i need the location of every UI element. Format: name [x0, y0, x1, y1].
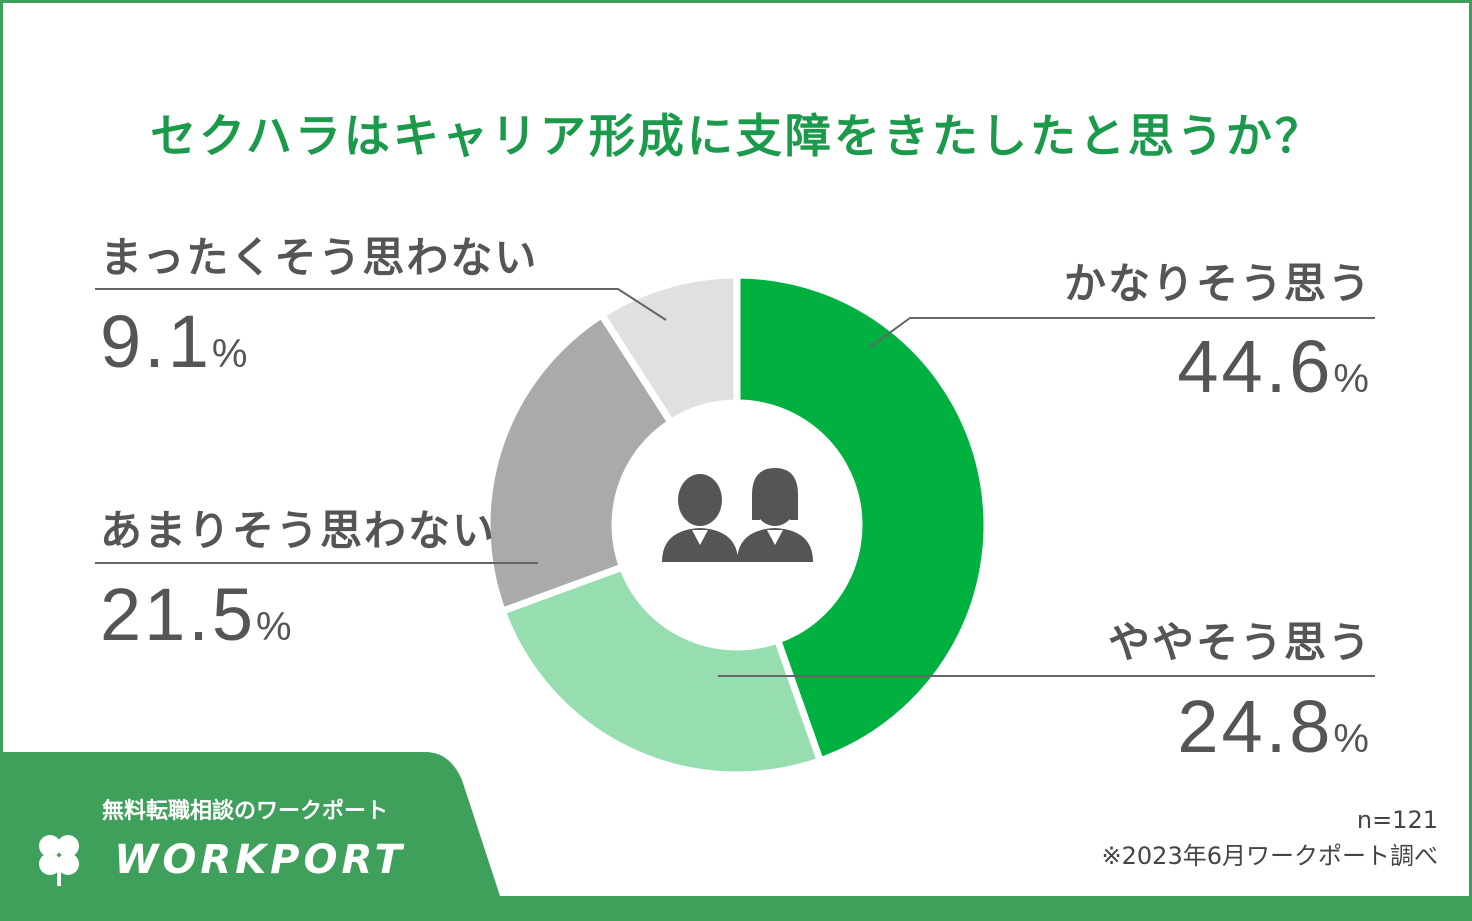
category-label: あまりそう思わない: [100, 506, 496, 555]
brand-tab: [0, 752, 500, 896]
value-number: 9.1: [100, 300, 212, 383]
value-number: 24.8: [1177, 685, 1333, 768]
value-label: 9.1%: [100, 300, 250, 383]
value-unit: %: [1333, 717, 1372, 761]
clover-logo: [39, 835, 79, 886]
chart-title: セクハラはキャリア形成に支障をきたしたと思うか？: [150, 109, 1324, 163]
donut-slice: [733, 271, 991, 766]
value-unit: %: [212, 332, 251, 376]
brand-name: WORKPORT: [114, 837, 406, 883]
donut: [483, 271, 991, 779]
category-label: かなりそう思う: [1064, 259, 1372, 308]
category-label: まったくそう思わない: [100, 233, 538, 282]
category-label: ややそう思う: [1108, 618, 1372, 667]
donut-slice: [483, 309, 676, 616]
sample-size: n=121: [1357, 806, 1438, 834]
donut-slice: [497, 562, 825, 779]
people-collars: [692, 530, 783, 545]
value-label: 21.5%: [100, 573, 295, 656]
value-label: 24.8%: [1177, 685, 1372, 768]
value-unit: %: [1333, 357, 1372, 401]
leader-line: [95, 288, 667, 321]
leader-line: [869, 317, 1375, 348]
donut-slice: [596, 271, 741, 428]
bottom-band: [0, 896, 1472, 921]
value-number: 44.6: [1177, 325, 1333, 408]
value-number: 21.5: [100, 573, 256, 656]
value-label: 44.6%: [1177, 325, 1372, 408]
value-unit: %: [256, 605, 295, 649]
brand-tagline: 無料転職相談のワークポート: [102, 798, 388, 824]
source-note: ※2023年6月ワークポート調べ: [1102, 842, 1438, 870]
